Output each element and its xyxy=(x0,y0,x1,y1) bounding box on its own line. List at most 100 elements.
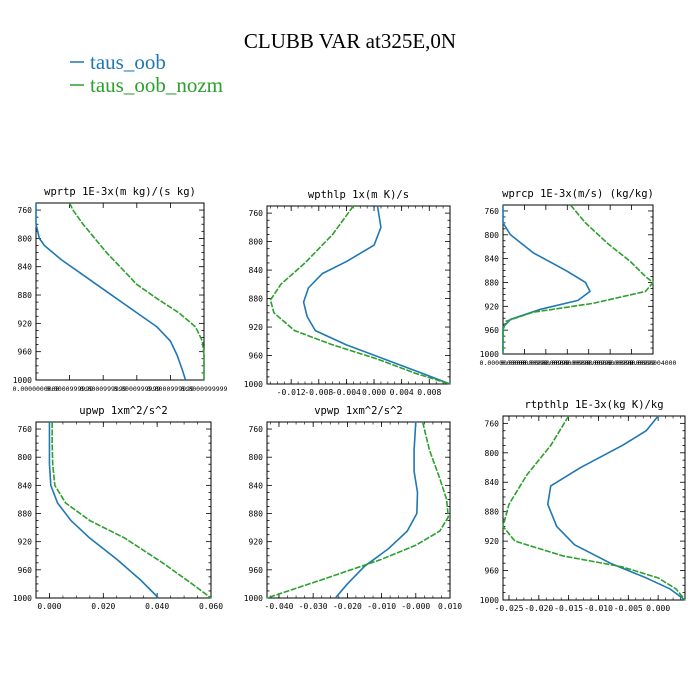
panel-6: rtpthlp 1E-3x(kg K)/kg 760 800 840 880 920 960… xyxy=(480,399,686,613)
panel-4: upwp 1xm^2/s^2 760 800 840 880 920 960 1000 0.00… xyxy=(13,405,223,611)
x-tick-label: -0.000 xyxy=(401,602,430,611)
x-tick-label: 0.0000000999 xyxy=(501,359,548,367)
x-tick-label: -0.030 xyxy=(299,602,328,611)
legend-label-2: taus_oob_nozm xyxy=(90,73,223,97)
plot-frame xyxy=(35,421,212,599)
y-tick-label: 800 xyxy=(18,234,33,243)
panel-2: wpthlp 1x(m K)/s 760 800 840 880 920 960 1000 -0… xyxy=(244,189,451,397)
y-tick-label: 920 xyxy=(18,319,33,328)
y-tick-label: 880 xyxy=(249,295,264,304)
panel-5: vpwp 1xm^2/s^2 760 800 840 880 920 960 1000 -0.0… xyxy=(244,405,462,611)
plot-frame xyxy=(35,202,205,381)
x-tick-label: -0.025 xyxy=(495,604,524,613)
y-tick-label: 960 xyxy=(249,566,264,575)
y-tick-label: 760 xyxy=(249,209,264,218)
x-tick-label: 0.0000000999 xyxy=(522,359,569,367)
y-tick-label: 960 xyxy=(18,348,33,357)
series-line-taus-oob xyxy=(48,422,160,599)
legend-label-1: taus_oob xyxy=(90,50,166,74)
series-line-taus-oob-nozm xyxy=(266,421,450,599)
x-tick-label: -0.005 xyxy=(614,604,643,613)
y-tick-label: 960 xyxy=(485,326,500,335)
y-tick-label: 1000 xyxy=(244,380,263,389)
x-tick-label: 0.0000999999 xyxy=(80,385,127,393)
y-tick-label: 960 xyxy=(249,352,264,361)
series-line-taus-oob-nozm xyxy=(269,205,451,385)
x-tick-label: 0.0000999999 xyxy=(113,385,160,393)
series-line-taus-oob-nozm xyxy=(51,422,212,599)
panel-1: wprtp 1E-3x(m kg)/(s kg) 760 800 840 880 920 9… xyxy=(13,186,228,393)
x-tick-label: 0.0000999999 xyxy=(147,385,194,393)
y-tick-label: 1000 xyxy=(13,594,32,603)
panel-title: upwp 1xm^2/s^2 xyxy=(79,405,168,417)
x-tick-label: 0.020 xyxy=(91,602,115,611)
y-tick-label: 880 xyxy=(485,508,500,517)
x-tick-label: 0.0000999999 xyxy=(181,385,228,393)
series-line-taus-oob xyxy=(35,203,187,381)
y-tick-label: 760 xyxy=(485,207,500,216)
x-tick-label: 0.0000004000 xyxy=(630,359,677,367)
y-tick-label: 840 xyxy=(18,263,33,272)
y-tick-label: 920 xyxy=(18,538,33,547)
y-tick-label: 920 xyxy=(249,538,264,547)
series-line-taus-oob xyxy=(502,205,591,354)
y-tick-label: 760 xyxy=(485,419,500,428)
panel-title: vpwp 1xm^2/s^2 xyxy=(314,405,403,417)
y-tick-label: 1000 xyxy=(480,596,499,605)
y-tick-label: 880 xyxy=(18,291,33,300)
y-tick-label: 760 xyxy=(18,206,33,215)
panel-3: wprcp 1E-3x(m/s) (kg/kg)760 800 840 880 920 9… xyxy=(480,188,677,367)
plot-frame xyxy=(502,415,686,601)
y-tick-label: 920 xyxy=(485,302,500,311)
y-tick-label: 920 xyxy=(249,323,264,332)
series-line-taus-oob-nozm xyxy=(502,204,654,354)
x-tick-label: -0.008 xyxy=(304,388,333,397)
panel-title: rtpthlp 1E-3x(kg K)/kg xyxy=(524,399,663,411)
y-tick-label: 760 xyxy=(18,425,33,434)
y-tick-label: 800 xyxy=(485,231,500,240)
x-tick-label: 0.040 xyxy=(145,602,169,611)
y-tick-label: 800 xyxy=(249,453,264,462)
x-tick-label: 0.0000000999 xyxy=(544,359,591,367)
x-tick-label: 0.0000000000 xyxy=(13,385,60,393)
y-tick-label: 880 xyxy=(249,510,264,519)
x-tick-label: -0.020 xyxy=(333,602,362,611)
x-tick-label: -0.012 xyxy=(277,388,306,397)
x-tick-label: 0.000 xyxy=(362,388,386,397)
x-tick-label: -0.004 xyxy=(332,388,361,397)
panels: wprtp 1E-3x(m kg)/(s kg) 760 800 840 880 920 9… xyxy=(13,186,686,613)
plot-frame xyxy=(266,205,451,385)
series-line-taus-oob-nozm xyxy=(68,202,205,380)
panel-title: wpthlp 1x(m K)/s xyxy=(308,189,409,201)
y-tick-label: 1000 xyxy=(480,350,499,359)
x-tick-label: 0.010 xyxy=(438,602,462,611)
x-tick-label: 0.000 xyxy=(37,602,61,611)
y-tick-label: 840 xyxy=(18,481,33,490)
y-tick-label: 960 xyxy=(18,566,33,575)
y-tick-label: 880 xyxy=(485,278,500,287)
y-tick-label: 800 xyxy=(18,453,33,462)
series-line-taus-oob xyxy=(546,415,686,601)
x-tick-label: 0.000 xyxy=(646,604,670,613)
y-tick-label: 760 xyxy=(249,425,264,434)
x-tick-label: -0.020 xyxy=(524,604,553,613)
y-tick-label: 920 xyxy=(485,537,500,546)
x-tick-label: 0.008 xyxy=(417,388,441,397)
series-line-taus-oob xyxy=(302,205,451,385)
y-tick-label: 1000 xyxy=(13,376,32,385)
plot-frame xyxy=(502,204,654,355)
x-tick-label: 0.060 xyxy=(199,602,223,611)
y-tick-label: 840 xyxy=(485,255,500,264)
x-tick-label: -0.015 xyxy=(554,604,583,613)
x-tick-label: 0.0000000000 xyxy=(480,359,527,367)
x-tick-label: -0.010 xyxy=(584,604,613,613)
plot-frame xyxy=(266,421,451,599)
legend-item-1: taus_oob xyxy=(70,50,166,74)
y-tick-label: 1000 xyxy=(244,594,263,603)
y-tick-label: 840 xyxy=(485,478,500,487)
x-tick-label: 0.0000000999 xyxy=(608,359,655,367)
y-tick-label: 800 xyxy=(249,238,264,247)
y-tick-label: 840 xyxy=(249,481,264,490)
y-tick-label: 840 xyxy=(249,266,264,275)
